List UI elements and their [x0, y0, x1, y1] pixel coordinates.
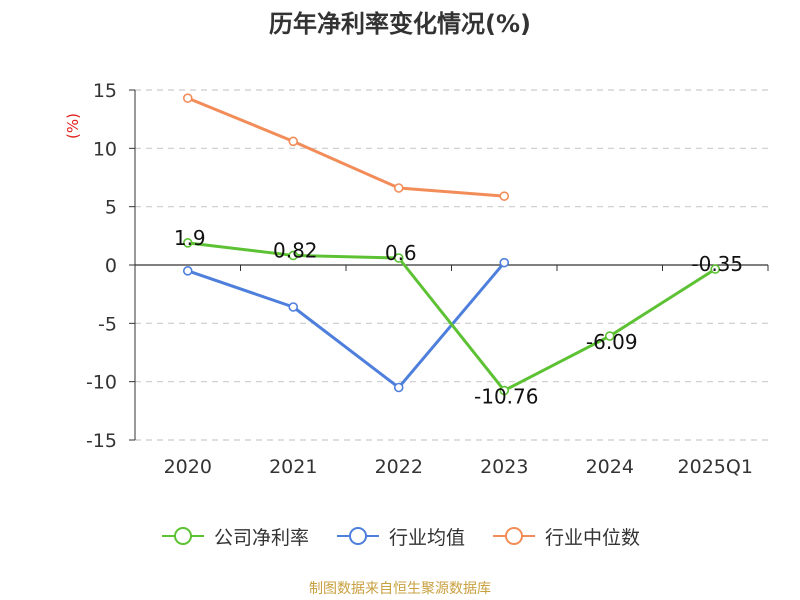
data-label: -6.09 [586, 330, 638, 354]
series-line [187, 261, 506, 389]
series-line [187, 96, 505, 198]
data-labels: 1.9 0.82 0.6 -10.76 -6.09 -0.35 [174, 226, 743, 409]
axes: 15 10 5 0 -5 -10 -15 2020 2021 2022 2023 2024 2025Q1… [64, 80, 769, 478]
legend-item-industry-median[interactable]: 行业中位数 [491, 523, 640, 550]
x-tick-label: 2024 [586, 456, 634, 478]
x-tick-label: 2021 [269, 456, 317, 478]
data-label: 1.9 [174, 226, 206, 250]
data-point [288, 302, 299, 312]
data-point [288, 250, 299, 261]
y-tick-label: -15 [86, 430, 117, 452]
y-tick-label: -10 [86, 372, 117, 394]
y-tick-label: 5 [105, 197, 117, 219]
source-note: 制图数据来自恒生聚源数据库 [309, 581, 491, 597]
y-tick-label: 0 [105, 255, 117, 277]
data-label: -10.76 [474, 385, 538, 409]
chart-title: 历年净利率变化情况(%) [269, 10, 531, 38]
data-point [499, 191, 510, 201]
x-tick-label: 2023 [480, 456, 528, 478]
data-point [393, 183, 404, 193]
data-point [499, 385, 510, 396]
x-tick-label: 2022 [375, 456, 423, 478]
data-label: 0.82 [273, 238, 318, 262]
y-tick-label: 10 [93, 138, 117, 160]
data-point [393, 253, 404, 263]
series-line [187, 241, 717, 393]
legend-item-industry-mean[interactable]: 行业均值 [335, 523, 465, 550]
x-tick-label: 2020 [164, 456, 212, 478]
x-tick-label: 2025Q1 [678, 456, 753, 478]
legend-marker-company [161, 527, 204, 545]
data-point [499, 257, 510, 268]
legend-marker-industry-mean [336, 527, 379, 545]
data-point [604, 331, 615, 341]
data-point [393, 382, 404, 393]
data-label: -0.35 [691, 252, 743, 276]
legend-marker-industry-median [493, 527, 535, 545]
data-point [182, 266, 193, 276]
legend: 公司净利率 行业均值 行业中位数 [0, 518, 800, 554]
data-point [288, 136, 299, 147]
legend-item-company[interactable]: 公司净利率 [160, 523, 309, 550]
data-point [182, 93, 193, 103]
y-axis-label: (%) [64, 113, 82, 139]
data-point [182, 238, 193, 248]
legend-label-company: 公司净利率 [213, 526, 309, 549]
y-tick-label: 15 [93, 80, 117, 102]
data-label: 0.6 [385, 241, 417, 265]
data-point [710, 264, 721, 274]
legend-label-industry-mean: 行业均值 [388, 526, 465, 549]
series-lines [182, 93, 721, 396]
y-tick-label: -5 [98, 313, 117, 335]
legend-label-industry-median: 行业中位数 [545, 526, 641, 549]
